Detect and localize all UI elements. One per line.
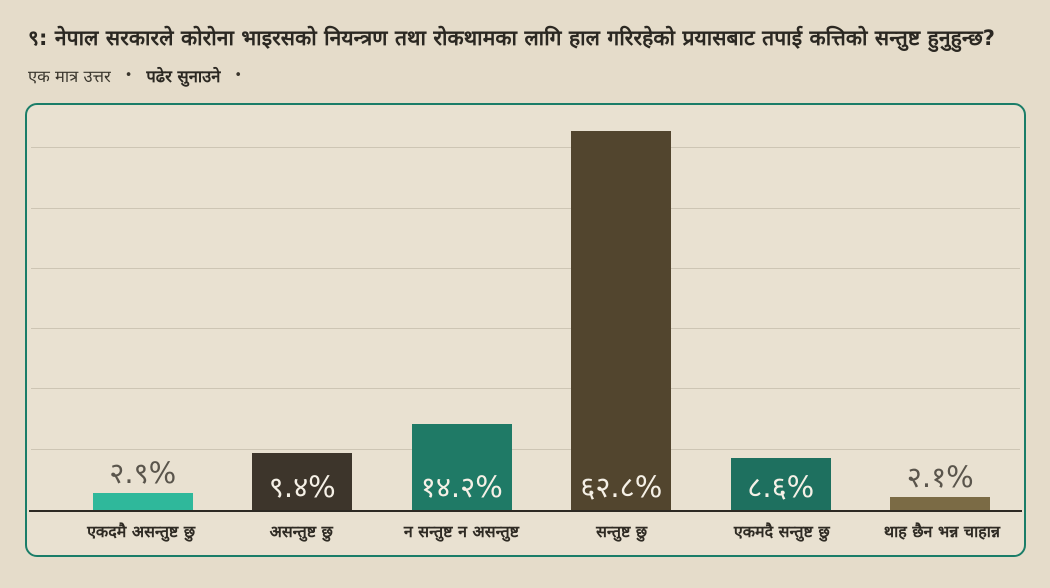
bar: २.९% (92, 457, 193, 510)
bar: २.१% (890, 462, 991, 510)
bar-value-label: २.१% (906, 460, 974, 495)
category-label: थाह छैन भन्न चाहान्न (883, 522, 1000, 541)
bar-value-label: १४.२% (420, 470, 503, 505)
gridline (31, 267, 1020, 269)
plot-area: २.९% ९.४% १४.२% ६२.८% ८.६% २.१% (29, 105, 1022, 512)
category-axis: एकदमै असन्तुष्ट छु असन्तुष्ट छु न सन्तुष्ट… (29, 520, 1022, 542)
bar: १४.२% (411, 424, 512, 510)
bar-value-label: ९.४% (268, 470, 336, 505)
category-label: एकदमै असन्तुष्ट छु (87, 522, 196, 541)
chart-panel: २.९% ९.४% १४.२% ६२.८% ८.६% २.१% एकदमै असन्तुष… (25, 103, 1026, 557)
bar: ६२.८% (571, 131, 672, 510)
gridline (31, 448, 1020, 450)
page-title: ९: नेपाल सरकारले कोरोना भाइरसको नियन्त्र… (28, 26, 996, 50)
subtitle-answer-type: एक मात्र उत्तर (28, 67, 111, 86)
bar-slot: ८.६% (701, 105, 861, 510)
bullet-icon: • (234, 68, 243, 83)
gridline (31, 388, 1020, 390)
bar-slot: २.१% (861, 105, 1021, 510)
bar: ९.४% (252, 453, 353, 510)
subtitle-read-aloud: पढेर सुनाउने (146, 67, 221, 86)
bar-value-label: २.९% (109, 455, 177, 490)
bullet-icon: • (124, 68, 133, 83)
gridline (31, 328, 1020, 330)
gridline (31, 147, 1020, 149)
bar-slot: २.९% (63, 105, 223, 510)
category-label: सन्तुष्ट छु (596, 522, 648, 541)
gridline (31, 207, 1020, 209)
bar-slot: ९.४% (223, 105, 383, 510)
category-label: असन्तुष्ट छु (269, 522, 333, 541)
subtitle: एक मात्र उत्तर • पढेर सुनाउने • (28, 64, 242, 87)
bar: ८.६% (730, 458, 831, 510)
bar-slot: १४.२% (382, 105, 542, 510)
category-label: एकमदै सन्तुष्ट छु (733, 522, 830, 541)
bar-value-label: ६२.८% (580, 470, 663, 505)
bar-value-label: ८.६% (747, 470, 815, 505)
category-label: न सन्तुष्ट न असन्तुष्ट (403, 522, 519, 541)
bars-row: २.९% ९.४% १४.२% ६२.८% ८.६% २.१% (31, 105, 1020, 510)
bar-slot: ६२.८% (542, 105, 702, 510)
